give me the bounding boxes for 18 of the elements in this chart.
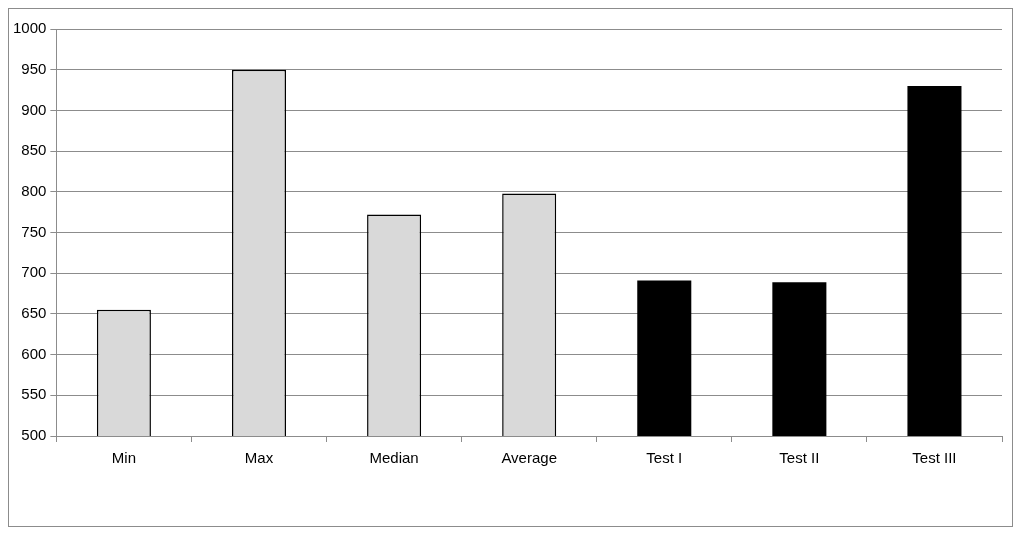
y-tick-label: 1000: [12, 19, 47, 37]
y-tick-label: 650: [21, 304, 47, 322]
y-tick-label: 500: [21, 426, 47, 444]
y-tick-label: 550: [21, 385, 47, 403]
y-tick-label: 900: [21, 100, 47, 118]
y-tick-label: 950: [21, 59, 47, 77]
x-tick-label: Test II: [779, 449, 820, 467]
y-tick-label: 800: [21, 181, 47, 199]
x-tick-label: Test I: [646, 449, 683, 467]
x-tick-label: Min: [111, 449, 136, 467]
y-tick-label: 600: [21, 344, 47, 362]
y-tick-label: 750: [21, 222, 47, 240]
x-tick-label: Test III: [912, 449, 957, 467]
y-tick-label: 850: [21, 141, 47, 159]
x-tick-label: Average: [501, 449, 557, 467]
x-tick-label: Median: [369, 449, 419, 467]
y-tick-label: 700: [21, 263, 47, 281]
x-tick-label: Max: [244, 449, 274, 467]
